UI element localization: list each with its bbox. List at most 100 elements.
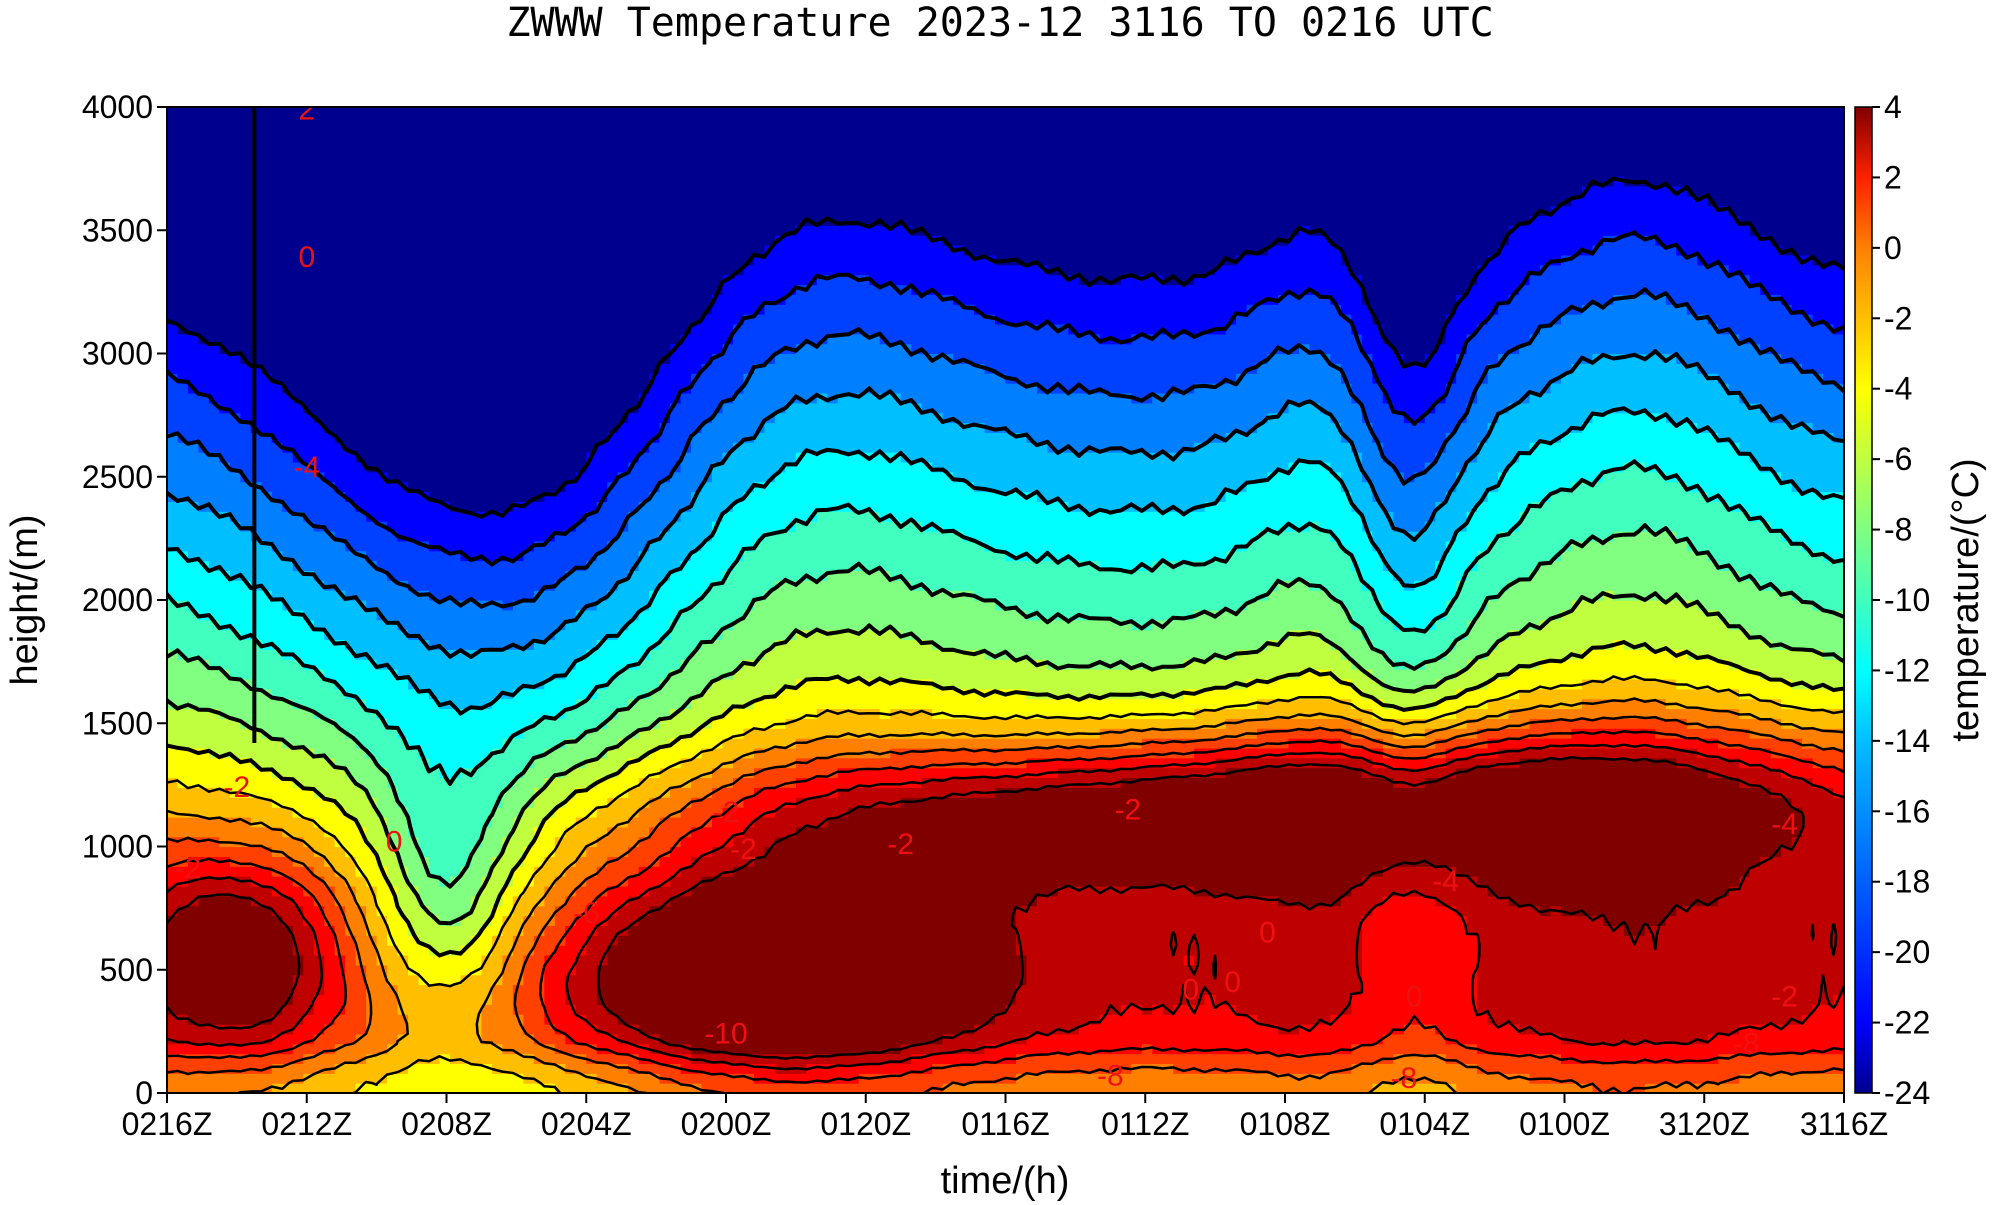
- field-cell: [596, 826, 608, 838]
- field-cell: [670, 905, 682, 917]
- field-cell: [1330, 1033, 1342, 1045]
- field-cell: [963, 905, 975, 917]
- field-cell: [837, 915, 849, 926]
- field-cell: [1634, 984, 1646, 995]
- field-cell: [869, 925, 881, 936]
- field-cell: [795, 816, 807, 828]
- field-cell: [303, 807, 315, 818]
- field-cell: [512, 846, 524, 857]
- field-cell: [879, 1043, 891, 1055]
- field-cell: [1078, 1023, 1090, 1035]
- field-cell: [795, 885, 807, 897]
- field-cell: [470, 915, 483, 926]
- field-cell: [460, 1083, 472, 1093]
- field-cell: [1236, 954, 1248, 966]
- field-cell: [670, 1083, 682, 1093]
- field-cell: [722, 974, 734, 986]
- field-cell: [355, 974, 367, 986]
- field-cell: [376, 787, 388, 798]
- field-cell: [355, 787, 367, 798]
- field-cell: [953, 787, 965, 798]
- field-cell: [1403, 807, 1415, 818]
- field-cell: [827, 954, 839, 966]
- field-cell: [1561, 895, 1573, 907]
- field-cell: [271, 797, 283, 808]
- field-cell: [1015, 935, 1028, 946]
- field-cell: [1749, 856, 1761, 867]
- field-cell: [712, 915, 724, 926]
- field-cell: [638, 905, 650, 917]
- field-cell: [1257, 816, 1269, 828]
- field-cell: [1162, 915, 1174, 926]
- field-cell: [1015, 846, 1028, 857]
- field-cell: [1393, 1063, 1405, 1074]
- field-cell: [942, 1033, 954, 1045]
- field-cell: [963, 826, 975, 838]
- field-cell: [586, 885, 598, 897]
- field-cell: [1141, 856, 1153, 867]
- field-cell: [345, 964, 357, 976]
- field-cell: [1749, 866, 1761, 877]
- field-cell: [397, 1033, 409, 1045]
- field-cell: [879, 807, 891, 818]
- field-cell: [429, 826, 441, 838]
- field-cell: [1561, 856, 1573, 867]
- field-cell: [502, 777, 514, 788]
- field-cell: [1340, 994, 1352, 1005]
- field-cell: [858, 1063, 870, 1074]
- field-cell: [1036, 797, 1049, 808]
- field-cell: [1707, 1063, 1719, 1074]
- field-cell: [1309, 1004, 1321, 1015]
- field-cell: [429, 807, 441, 818]
- field-cell: [565, 885, 577, 897]
- field-cell: [1246, 1033, 1258, 1045]
- field-cell: [187, 777, 200, 788]
- field-cell: [1676, 826, 1688, 838]
- field-cell: [481, 1014, 493, 1025]
- field-cell: [732, 1004, 745, 1015]
- field-cell: [1581, 1053, 1594, 1065]
- field-cell: [995, 984, 1007, 995]
- field-cell: [313, 856, 325, 867]
- field-cell: [1602, 1033, 1615, 1045]
- field-cell: [429, 885, 441, 897]
- field-cell: [1508, 915, 1520, 926]
- field-cell: [345, 905, 357, 917]
- field-cell: [1246, 885, 1258, 897]
- field-cell: [1749, 1043, 1761, 1055]
- field-cell: [596, 925, 608, 936]
- field-cell: [911, 1043, 923, 1055]
- field-cell: [1162, 954, 1174, 966]
- field-cell: [1781, 994, 1793, 1005]
- field-cell: [1592, 1033, 1604, 1045]
- field-cell: [324, 816, 336, 828]
- field-cell: [271, 974, 283, 986]
- field-cell: [282, 925, 294, 936]
- field-cell: [1561, 846, 1573, 857]
- field-cell: [1581, 925, 1594, 936]
- field-cell: [261, 866, 273, 877]
- field-cell: [1267, 954, 1279, 966]
- field-cell: [1026, 826, 1038, 838]
- field-cell: [1686, 787, 1698, 798]
- field-cell: [858, 895, 870, 907]
- field-cell: [481, 777, 493, 788]
- field-cell: [1770, 1083, 1782, 1093]
- field-cell: [1665, 1014, 1677, 1025]
- field-cell: [554, 1033, 566, 1045]
- field-cell: [1581, 846, 1594, 857]
- field-cell: [900, 994, 912, 1005]
- field-cell: [1487, 935, 1499, 946]
- field-cell: [1057, 994, 1069, 1005]
- field-cell: [1267, 925, 1279, 936]
- field-cell: [628, 1043, 640, 1055]
- field-cell: [1414, 846, 1426, 857]
- field-cell: [1833, 846, 1844, 857]
- field-cell: [1236, 895, 1248, 907]
- field-cell: [1529, 994, 1541, 1005]
- field-cell: [397, 915, 409, 926]
- field-cell: [1477, 1043, 1489, 1055]
- field-cell: [187, 866, 200, 877]
- field-cell: [1015, 866, 1028, 877]
- field-cell: [1770, 1004, 1782, 1015]
